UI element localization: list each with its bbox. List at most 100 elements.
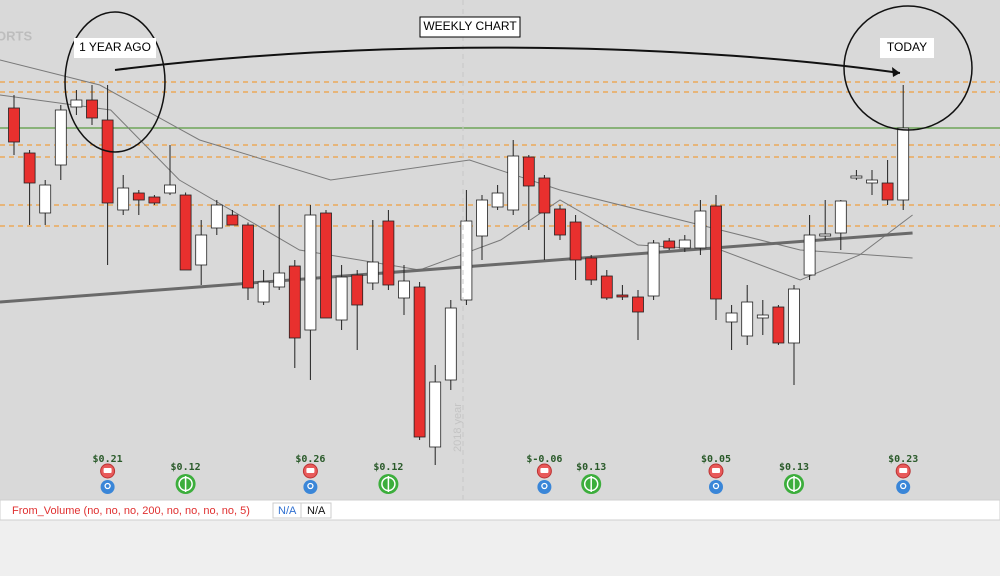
candle-body xyxy=(866,179,878,184)
plot xyxy=(0,59,1000,465)
value-box xyxy=(300,502,332,519)
candle-body xyxy=(132,192,145,201)
estimate-icon-inner xyxy=(541,482,548,490)
earnings-label: $0.21 xyxy=(93,454,123,465)
candle-body xyxy=(70,99,83,108)
end-label: TODAY xyxy=(887,40,927,54)
candle-body xyxy=(803,234,816,276)
start-circle xyxy=(64,11,166,153)
candle-body xyxy=(39,184,52,214)
moving-average xyxy=(0,94,913,281)
candle-body xyxy=(164,184,176,194)
candle-body xyxy=(382,220,395,286)
candle-body xyxy=(725,312,738,323)
candle-body xyxy=(429,381,442,448)
arrow-head xyxy=(892,67,900,77)
estimate-icon xyxy=(537,480,552,494)
candle-body xyxy=(398,280,410,299)
candle-body xyxy=(413,286,426,438)
estimate-icon xyxy=(896,480,911,494)
candle-body xyxy=(663,240,676,249)
estimate-icon xyxy=(100,480,115,494)
candle-body xyxy=(616,294,629,298)
candle-body xyxy=(54,109,67,166)
estimate-icon-inner xyxy=(104,482,111,490)
candle-body xyxy=(585,257,598,281)
candle-body xyxy=(897,127,910,201)
candle-body xyxy=(257,281,270,303)
candle-body xyxy=(538,177,551,214)
candle-body xyxy=(242,224,254,289)
candle-body xyxy=(491,192,504,208)
candle-body xyxy=(569,221,582,261)
earnings-label: $0.23 xyxy=(888,454,918,465)
candle-body xyxy=(23,152,36,184)
candle-body xyxy=(210,204,223,229)
candle-body xyxy=(288,265,301,339)
earnings-label: $-0.06 xyxy=(526,454,562,465)
estimate-icon xyxy=(709,480,723,494)
candle-body xyxy=(101,119,114,204)
candle-body xyxy=(507,155,520,211)
candle-body xyxy=(647,242,660,297)
candle-body xyxy=(273,272,286,288)
dividend-label: $0.12 xyxy=(373,462,403,473)
moving-average xyxy=(0,231,913,304)
dividend-label: $0.13 xyxy=(779,462,809,473)
candle-body xyxy=(117,187,130,211)
candle-body xyxy=(788,288,800,344)
candle-body xyxy=(86,99,98,119)
candle-body xyxy=(366,261,379,284)
volume-panel xyxy=(0,520,1000,576)
earnings-icon-inner xyxy=(712,468,720,473)
candle-body xyxy=(522,156,535,187)
earnings-icon-inner xyxy=(540,468,549,473)
candle-body xyxy=(678,239,691,249)
candle-body xyxy=(710,205,722,300)
dividend-label: $0.12 xyxy=(171,462,201,473)
arrow xyxy=(114,46,901,74)
candle-body xyxy=(554,208,566,236)
title-box xyxy=(419,16,521,38)
end-circle xyxy=(843,5,973,131)
estimate-icon-inner xyxy=(307,482,314,490)
watermark: ORTS xyxy=(0,28,32,43)
year-label: 2018 year xyxy=(452,403,464,452)
start-label: 1 YEAR AGO xyxy=(79,40,151,54)
candle-body xyxy=(320,212,332,319)
candle-body xyxy=(8,107,20,143)
estimate-icon xyxy=(303,480,318,494)
candle-body xyxy=(304,214,317,331)
candle-body xyxy=(881,182,894,201)
earnings-icon-inner xyxy=(103,468,112,473)
moving-average xyxy=(0,59,913,259)
estimate-icon-inner xyxy=(712,482,720,490)
candle-body xyxy=(460,220,473,301)
earnings-label: $0.26 xyxy=(295,454,325,465)
study-label[interactable]: From_Volume (no, no, no, 200, no, no, no… xyxy=(12,505,250,517)
earnings-icon-inner xyxy=(306,468,315,473)
candle-body xyxy=(148,196,161,204)
candle-body xyxy=(476,199,488,237)
estimate-icon-inner xyxy=(900,482,907,490)
candle-body xyxy=(694,210,707,249)
study-value: N/A xyxy=(278,505,297,517)
dividend-label: $0.13 xyxy=(576,462,606,473)
candle-body xyxy=(444,307,457,381)
candle-body xyxy=(335,276,348,321)
status-bar xyxy=(0,499,1000,521)
candle-body xyxy=(632,296,644,313)
candle-body xyxy=(834,200,847,234)
chart-background xyxy=(0,0,1000,500)
candle-body xyxy=(226,214,239,226)
candle-body xyxy=(772,306,785,344)
candle-body xyxy=(850,175,863,179)
candle-body xyxy=(600,275,613,299)
chart-title: WEEKLY CHART xyxy=(423,19,517,33)
candle-body xyxy=(195,234,208,266)
study-value: N/A xyxy=(307,505,326,517)
earnings-label: $0.05 xyxy=(701,454,731,465)
earnings-icon-inner xyxy=(899,468,908,473)
